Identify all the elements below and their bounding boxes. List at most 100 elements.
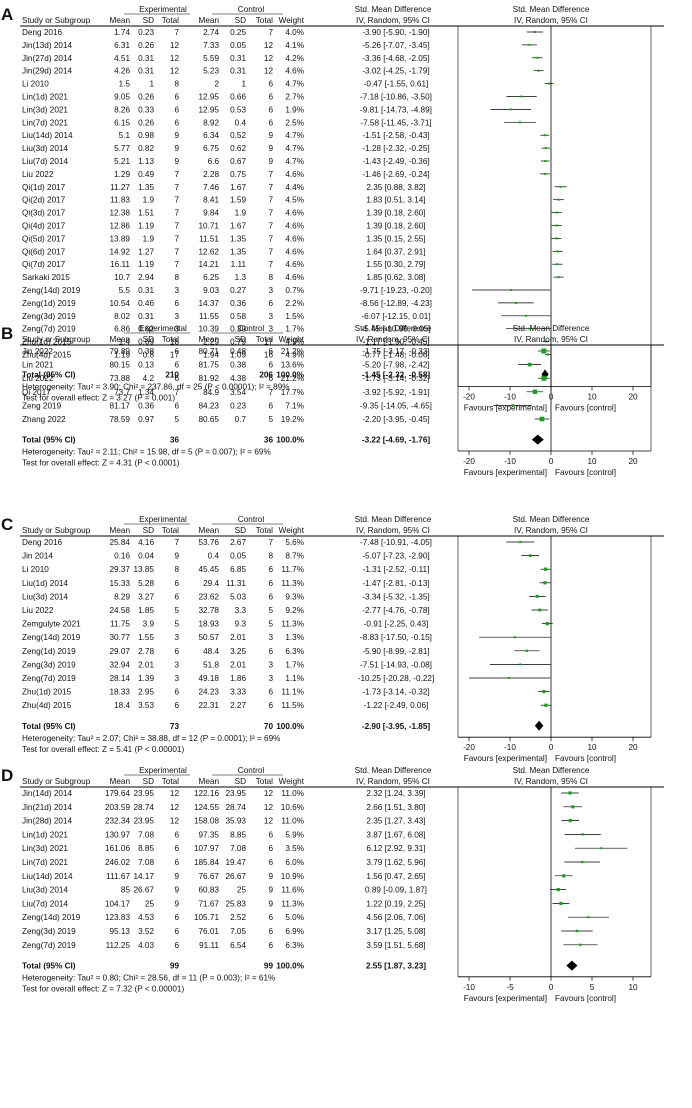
study-ci-text: 6.12 [2.92, 9.31] bbox=[366, 844, 425, 853]
header-method: IV, Random, 95% CI bbox=[356, 777, 430, 786]
ctrl-total: 6 bbox=[268, 347, 273, 356]
exp-mean: 28.14 bbox=[110, 674, 131, 683]
ctrl-sd: 0.4 bbox=[235, 118, 247, 127]
effect-point bbox=[534, 31, 537, 33]
study-weight: 1.7% bbox=[285, 660, 304, 669]
ctrl-total: 7 bbox=[268, 28, 273, 37]
ctrl-total: 6 bbox=[268, 830, 273, 839]
ctrl-sd: 2.52 bbox=[230, 913, 246, 922]
effect-point bbox=[559, 185, 562, 188]
exp-mean: 95.13 bbox=[110, 927, 131, 936]
exp-mean: 80.15 bbox=[110, 361, 131, 370]
exp-total: 7 bbox=[174, 209, 179, 218]
study-ci-text: -8.56 [-12.89, -4.23] bbox=[360, 299, 432, 308]
exp-sd: 1.39 bbox=[138, 674, 154, 683]
ctrl-total: 6 bbox=[268, 941, 273, 950]
exp-sd: 0.33 bbox=[138, 105, 154, 114]
x-tick-label: 10 bbox=[628, 983, 638, 992]
ctrl-total: 7 bbox=[268, 234, 273, 243]
ctrl-total: 7 bbox=[268, 388, 273, 397]
study-weight: 4.6% bbox=[285, 273, 304, 282]
study-weight: 11.0% bbox=[281, 789, 304, 798]
study-name: Liu 2022 bbox=[22, 170, 54, 179]
effect-point bbox=[548, 82, 551, 85]
exp-total: 6 bbox=[174, 830, 179, 839]
effect-point bbox=[541, 375, 547, 381]
header-method: IV, Random, 95% CI bbox=[356, 526, 430, 535]
exp-sd: 0.31 bbox=[138, 54, 154, 63]
header-e-sd: SD bbox=[143, 335, 154, 344]
ctrl-sd: 0.05 bbox=[230, 552, 246, 561]
ctrl-sd: 1.35 bbox=[230, 234, 246, 243]
ctrl-mean: 11.51 bbox=[199, 234, 219, 243]
study-ci-text: -3.34 [-5.32, -1.35] bbox=[362, 592, 429, 601]
study-weight: 10.6% bbox=[281, 803, 304, 812]
exp-mean: 232.34 bbox=[105, 817, 130, 826]
exp-mean: 8.29 bbox=[114, 592, 130, 601]
total-weight: 100.0% bbox=[276, 436, 304, 445]
ctrl-mean: 2.29 bbox=[203, 338, 219, 347]
study-ci-text: -5.07 [-7.23, -2.90] bbox=[362, 552, 429, 561]
exp-mean: 4.26 bbox=[114, 67, 130, 76]
ctrl-total: 6 bbox=[268, 401, 273, 410]
exp-total: 7 bbox=[174, 183, 179, 192]
ctrl-total: 6 bbox=[268, 299, 273, 308]
exp-mean: 73.7 bbox=[114, 388, 130, 397]
ctrl-sd: 0.39 bbox=[230, 325, 246, 334]
ctrl-mean: 24.23 bbox=[199, 688, 220, 697]
ctrl-mean: 81.75 bbox=[199, 361, 220, 370]
exp-total: 12 bbox=[170, 817, 180, 826]
ctrl-sd: 3.54 bbox=[230, 388, 246, 397]
panel-label: A bbox=[1, 5, 13, 24]
x-tick-label: -20 bbox=[463, 743, 475, 752]
exp-sd: 1.51 bbox=[138, 209, 154, 218]
study-ci-text: 3.79 [1.62, 5.96] bbox=[366, 858, 425, 867]
study-name: Jin(28d) 2014 bbox=[22, 817, 73, 826]
exp-total: 9 bbox=[174, 131, 179, 140]
study-name: Lin(1d) 2021 bbox=[22, 830, 68, 839]
study-name: Li 2010 bbox=[22, 565, 49, 574]
exp-total: 6 bbox=[174, 941, 179, 950]
header-method-plot: IV, Random, 95% CI bbox=[514, 335, 588, 344]
effect-point bbox=[513, 636, 516, 639]
ctrl-mean: 32.78 bbox=[199, 606, 220, 615]
x-tick-label: 0 bbox=[549, 983, 554, 992]
total-weight: 100.0% bbox=[276, 722, 304, 731]
exp-sd: 7.08 bbox=[138, 830, 154, 839]
x-tick-label: 5 bbox=[590, 983, 595, 992]
effect-point bbox=[568, 819, 572, 823]
ctrl-mean: 81.92 bbox=[199, 374, 220, 383]
ctrl-sd: 1.11 bbox=[231, 260, 247, 269]
exp-sd: 0.98 bbox=[138, 131, 154, 140]
header-c-mean: Mean bbox=[199, 777, 220, 786]
study-ci-text: -6.07 [-12.15, 0.01] bbox=[361, 312, 430, 321]
x-tick-label: 0 bbox=[549, 743, 554, 752]
ctrl-sd: 0.79 bbox=[230, 338, 246, 347]
study-weight: 11.6% bbox=[281, 886, 304, 895]
study-name: Qi(5d) 2017 bbox=[22, 234, 66, 243]
study-name: Zeng(7d) 2019 bbox=[22, 941, 76, 950]
study-weight: 6.0% bbox=[285, 858, 304, 867]
study-weight: 11.3% bbox=[281, 620, 304, 629]
ctrl-mean: 22.31 bbox=[199, 701, 220, 710]
study-name: Zhu(4d) 2015 bbox=[22, 701, 72, 710]
study-name: Liu(7d) 2014 bbox=[22, 157, 68, 166]
ctrl-total: 6 bbox=[268, 913, 273, 922]
ctrl-total: 9 bbox=[268, 886, 273, 895]
ctrl-sd: 35.93 bbox=[226, 817, 247, 826]
ctrl-mean: 5.23 bbox=[203, 67, 219, 76]
exp-total: 7 bbox=[174, 222, 179, 231]
header-weight: Weight bbox=[279, 777, 305, 786]
study-weight: 7.1% bbox=[285, 401, 304, 410]
ctrl-sd: 1.86 bbox=[230, 674, 246, 683]
study-ci-text: -7.51 [-14.93, -0.08] bbox=[360, 660, 432, 669]
effect-point bbox=[571, 805, 575, 809]
exp-sd: 1.85 bbox=[138, 606, 154, 615]
exp-total: 9 bbox=[174, 157, 179, 166]
exp-mean: 79.89 bbox=[110, 347, 131, 356]
ctrl-mean: 8.92 bbox=[203, 118, 219, 127]
ctrl-total: 7 bbox=[268, 247, 273, 256]
header-e-sd: SD bbox=[143, 777, 154, 786]
study-ci-text: 4.56 [2.06, 7.06] bbox=[366, 913, 425, 922]
header-method: IV, Random, 95% CI bbox=[356, 335, 430, 344]
